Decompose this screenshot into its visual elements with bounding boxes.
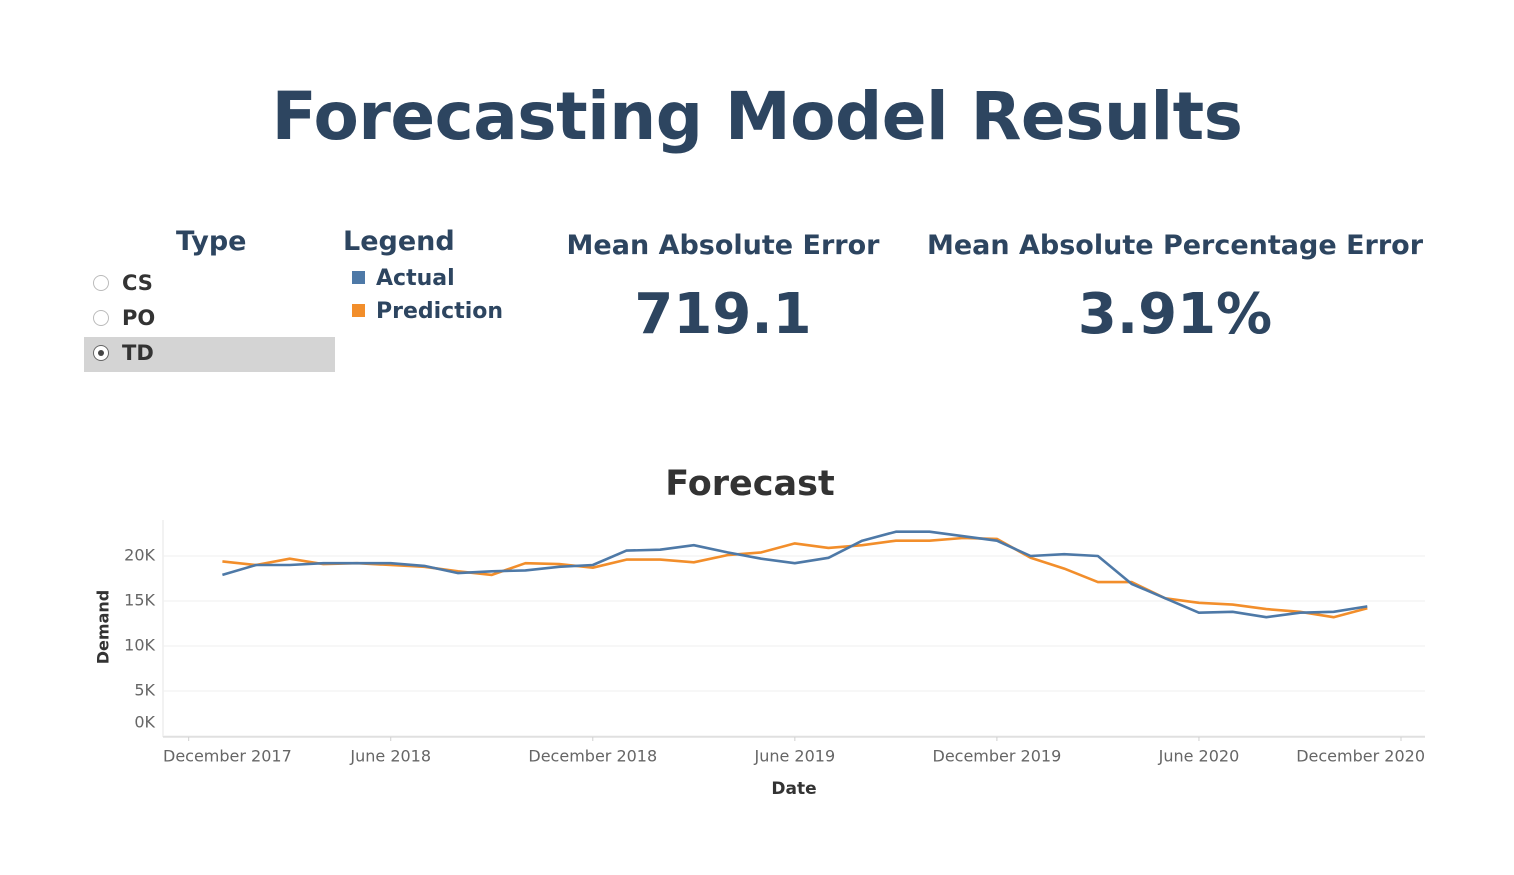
radio-option[interactable]: TD	[84, 337, 335, 372]
radio-option[interactable]: CS	[84, 267, 335, 302]
x-tick-label: December 2017	[163, 747, 292, 766]
kpi-label: Mean Absolute Percentage Error	[926, 230, 1424, 261]
radio-label: PO	[122, 306, 156, 330]
y-axis-label: Demand	[94, 590, 113, 664]
y-tick-label: 5K	[134, 681, 155, 700]
dashboard-title: Forecasting Model Results	[271, 78, 1243, 155]
y-tick-label: 20K	[124, 546, 155, 565]
filter-title: Type	[176, 226, 247, 257]
y-tick-label: 0K	[134, 713, 155, 732]
kpi-label: Mean Absolute Error	[566, 230, 880, 261]
x-tick-label: June 2020	[1158, 747, 1240, 766]
radio-option[interactable]: PO	[84, 302, 335, 337]
radio-label: CS	[122, 271, 153, 295]
x-tick-label: December 2018	[528, 747, 657, 766]
legend-item: Prediction	[352, 299, 503, 324]
x-tick-label: December 2019	[933, 747, 1062, 766]
kpi-value: 3.91%	[1077, 282, 1273, 347]
legend-title: Legend	[343, 226, 455, 257]
radio-button	[93, 310, 109, 326]
x-tick-label: June 2018	[349, 747, 431, 766]
legend-swatch	[352, 271, 365, 284]
x-tick-label: December 2020	[1296, 747, 1425, 766]
radio-button	[93, 275, 109, 291]
series-line	[222, 536, 1368, 619]
radio-label: TD	[122, 341, 154, 365]
x-tick-label: June 2019	[754, 747, 836, 766]
radio-button	[93, 345, 109, 361]
chart-title: Forecast	[665, 464, 834, 504]
kpi-value: 719.1	[634, 282, 812, 347]
legend-label: Actual	[376, 266, 455, 291]
y-tick-label: 15K	[124, 591, 155, 610]
y-tick-label: 10K	[124, 636, 155, 655]
series-line	[222, 530, 1368, 619]
legend-label: Prediction	[376, 299, 504, 324]
legend-swatch	[352, 304, 365, 317]
legend-item: Actual	[352, 266, 455, 291]
x-axis-label: Date	[771, 779, 816, 799]
